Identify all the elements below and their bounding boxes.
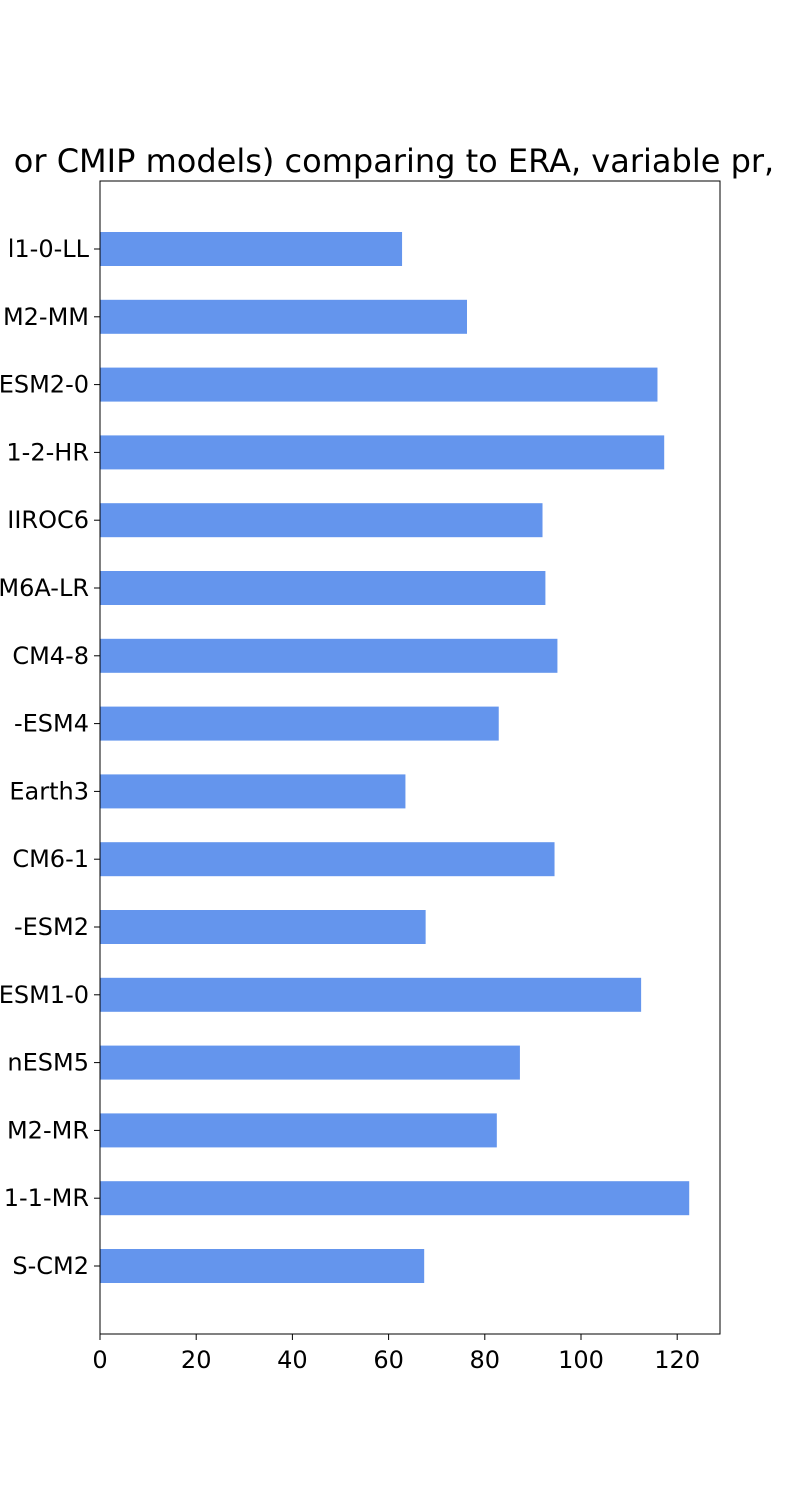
- x-tick-label: 0: [92, 1346, 107, 1374]
- bar: [100, 706, 499, 741]
- y-tick-label: CM6-1: [12, 845, 89, 873]
- bar: [100, 367, 658, 402]
- bar: [100, 910, 426, 944]
- y-tick-label: ESM1-0: [0, 981, 89, 1009]
- y-tick-label: nESM5: [7, 1049, 89, 1077]
- y-tick-label: l1-0-LL: [8, 235, 90, 263]
- x-tick-label: 100: [558, 1346, 604, 1374]
- y-axis: l1-0-LL M2-MM ESM2-0 1-2-HR IIROC6 M6A-LR CM4-…: [0, 235, 100, 1280]
- y-tick-label: Earth3: [9, 777, 89, 805]
- y-tick-label: M6A-LR: [0, 574, 89, 602]
- y-tick-label: 1-1-MR: [4, 1184, 89, 1212]
- bar: [100, 571, 546, 605]
- bar: [100, 1113, 497, 1148]
- y-tick-label: IIROC6: [7, 506, 89, 534]
- y-tick-label: CM4-8: [12, 642, 89, 670]
- y-tick-label: -ESM2: [14, 913, 89, 941]
- y-tick-label: ESM2-0: [0, 371, 89, 399]
- bar: [100, 232, 403, 266]
- y-tick-label: M2-MR: [7, 1116, 89, 1144]
- bar: [100, 1249, 425, 1283]
- plot-frame: [99, 180, 721, 1335]
- x-tick-label: 20: [181, 1346, 212, 1374]
- y-tick-label: -ESM4: [14, 710, 89, 738]
- x-tick-label: 40: [277, 1346, 308, 1374]
- x-tick-label: 120: [654, 1346, 700, 1374]
- chart-title: or CMIP models) comparing to ERA, variab…: [14, 142, 774, 180]
- bar: [100, 638, 558, 673]
- x-tick-label: 60: [373, 1346, 404, 1374]
- y-tick-label: 1-2-HR: [6, 438, 89, 466]
- bar: [100, 435, 665, 470]
- bar: [100, 299, 467, 334]
- x-axis: 0 20 40 60 80 100 120: [92, 1334, 700, 1374]
- bar: [100, 1045, 520, 1080]
- y-tick-label: M2-MM: [3, 303, 89, 331]
- bar: [100, 503, 543, 538]
- bar: [100, 977, 642, 1012]
- y-tick-label: S-CM2: [12, 1252, 89, 1280]
- bar: [100, 774, 406, 809]
- bar: [100, 1181, 690, 1216]
- bars-group: [100, 232, 690, 1283]
- bar: [100, 842, 555, 877]
- x-tick-label: 80: [470, 1346, 501, 1374]
